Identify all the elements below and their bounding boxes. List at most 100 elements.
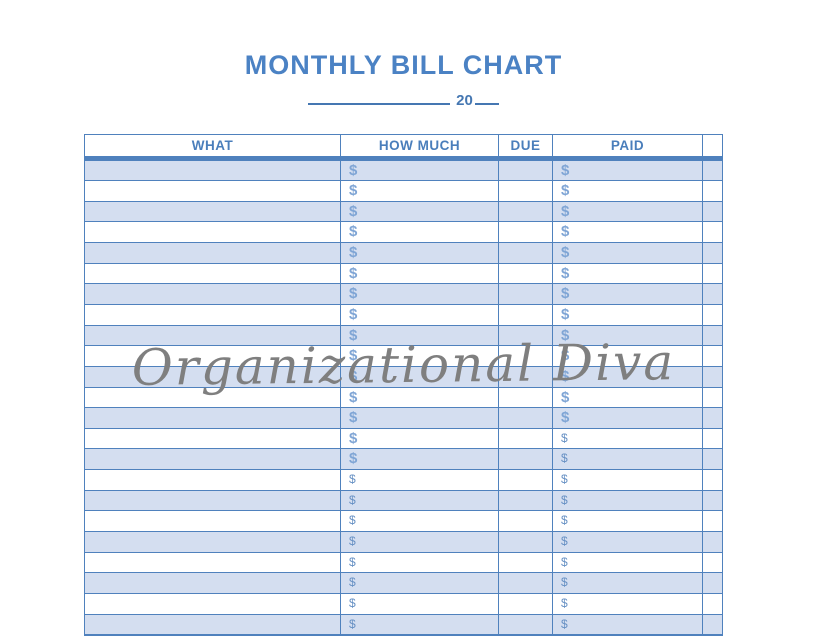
how-much-cell: $ bbox=[341, 263, 499, 284]
paid-cell: $ bbox=[553, 593, 703, 614]
table-row: $ $ bbox=[85, 304, 722, 326]
paid-cell: $ bbox=[553, 201, 703, 222]
table-row: $ $ bbox=[85, 222, 722, 244]
table-row: $ $ bbox=[85, 470, 722, 491]
year-line: 20 bbox=[84, 88, 723, 110]
how-much-cell: $ bbox=[341, 387, 499, 408]
extra-cell bbox=[703, 264, 722, 284]
paid-cell: $ bbox=[553, 614, 703, 635]
what-cell bbox=[85, 304, 341, 325]
how-much-cell: $ bbox=[341, 304, 499, 325]
paid-cell: $ bbox=[553, 284, 703, 304]
extra-cell bbox=[703, 594, 722, 614]
what-cell bbox=[85, 470, 341, 490]
due-cell bbox=[499, 346, 553, 366]
what-cell bbox=[85, 325, 341, 346]
extra-cell bbox=[703, 511, 722, 531]
due-cell bbox=[499, 160, 553, 181]
due-cell bbox=[499, 511, 553, 532]
paid-cell: $ bbox=[553, 387, 703, 408]
how-much-cell: $ bbox=[341, 573, 499, 593]
what-cell bbox=[85, 263, 341, 284]
how-much-cell: $ bbox=[341, 552, 499, 573]
what-cell bbox=[85, 284, 341, 304]
what-cell bbox=[85, 201, 341, 222]
table-row: $ $ bbox=[85, 408, 722, 429]
how-much-cell: $ bbox=[341, 160, 499, 181]
extra-cell bbox=[703, 429, 722, 449]
header-divider bbox=[85, 156, 722, 161]
paid-cell: $ bbox=[553, 470, 703, 490]
extra-cell bbox=[703, 161, 722, 181]
paid-cell: $ bbox=[553, 366, 703, 387]
table-row: $ $ bbox=[85, 366, 722, 388]
due-cell bbox=[499, 366, 553, 387]
extra-cell bbox=[703, 573, 722, 593]
extra-cell bbox=[703, 284, 722, 304]
table-row: $ $ bbox=[85, 160, 722, 182]
how-much-cell: $ bbox=[341, 284, 499, 304]
extra-cell bbox=[703, 408, 722, 428]
due-cell bbox=[499, 304, 553, 325]
table-row: $ $ bbox=[85, 511, 722, 533]
due-cell bbox=[499, 470, 553, 490]
how-much-cell: $ bbox=[341, 408, 499, 428]
table-row: $ $ bbox=[85, 284, 722, 305]
extra-cell bbox=[703, 532, 722, 552]
due-cell bbox=[499, 573, 553, 593]
due-cell bbox=[499, 222, 553, 243]
table-body: $ $ $ $ $ $ $ $ $ $ $ $ $ $ $ $ $ $ $ $ $ $ $ $ $ $ $ $ $ $ $ $ $ $ $ $ $ $ $ $… bbox=[85, 160, 722, 635]
due-cell bbox=[499, 490, 553, 511]
how-much-cell: $ bbox=[341, 593, 499, 614]
bill-table: WHAT HOW MUCH DUE PAID $ $ $ $ $ $ $ $ $ $ $ $ $ $ $ $ $… bbox=[84, 134, 723, 636]
table-row: $ $ bbox=[85, 573, 722, 594]
paid-cell: $ bbox=[553, 243, 703, 263]
extra-cell bbox=[703, 388, 722, 408]
table-row: $ $ bbox=[85, 243, 722, 264]
table-row: $ $ bbox=[85, 593, 722, 615]
table-row: $ $ bbox=[85, 201, 722, 223]
what-cell bbox=[85, 160, 341, 181]
paid-cell: $ bbox=[553, 428, 703, 449]
how-much-cell: $ bbox=[341, 243, 499, 263]
paid-cell: $ bbox=[553, 304, 703, 325]
table-row: $ $ bbox=[85, 325, 722, 347]
due-cell bbox=[499, 532, 553, 552]
what-cell bbox=[85, 511, 341, 532]
paid-cell: $ bbox=[553, 511, 703, 532]
how-much-cell: $ bbox=[341, 325, 499, 346]
due-cell bbox=[499, 408, 553, 428]
how-much-cell: $ bbox=[341, 449, 499, 470]
what-cell bbox=[85, 614, 341, 635]
title-block: MONTHLY BILL CHART bbox=[84, 50, 723, 81]
what-cell bbox=[85, 366, 341, 387]
paid-cell: $ bbox=[553, 490, 703, 511]
how-much-cell: $ bbox=[341, 428, 499, 449]
extra-cell bbox=[703, 202, 722, 222]
what-cell bbox=[85, 593, 341, 614]
column-header-extra bbox=[703, 135, 722, 156]
due-cell bbox=[499, 284, 553, 304]
table-header-row: WHAT HOW MUCH DUE PAID bbox=[85, 135, 722, 156]
table-row: $ $ bbox=[85, 552, 722, 574]
what-cell bbox=[85, 222, 341, 243]
column-header-due: DUE bbox=[499, 135, 553, 156]
table-row: $ $ bbox=[85, 263, 722, 285]
extra-cell bbox=[703, 470, 722, 490]
what-cell bbox=[85, 449, 341, 470]
due-cell bbox=[499, 263, 553, 284]
what-cell bbox=[85, 428, 341, 449]
paid-cell: $ bbox=[553, 222, 703, 243]
paid-cell: $ bbox=[553, 532, 703, 552]
table-row: $ $ bbox=[85, 346, 722, 367]
year-blank-short bbox=[474, 88, 499, 105]
column-header-how-much: HOW MUCH bbox=[341, 135, 499, 156]
table-row: $ $ bbox=[85, 490, 722, 512]
what-cell bbox=[85, 532, 341, 552]
year-blank-long bbox=[308, 88, 451, 105]
paid-cell: $ bbox=[553, 449, 703, 470]
due-cell bbox=[499, 552, 553, 573]
extra-cell bbox=[703, 367, 722, 387]
extra-cell bbox=[703, 222, 722, 242]
